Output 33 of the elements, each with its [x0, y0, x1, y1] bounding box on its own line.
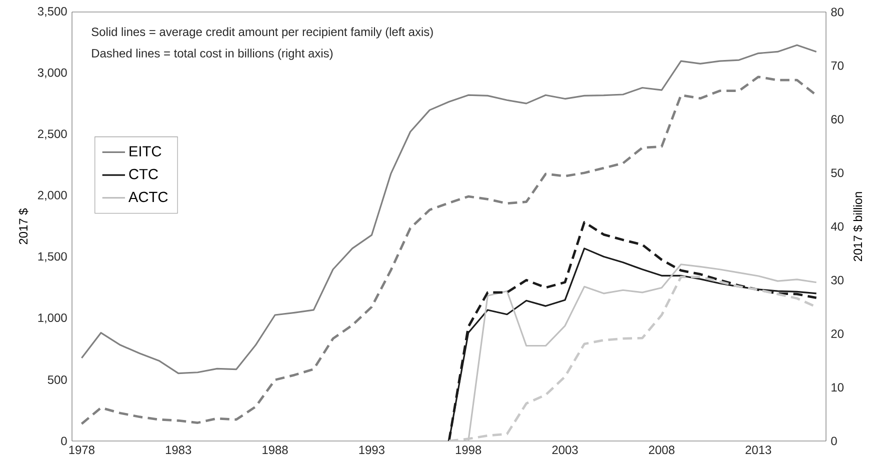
y2-tick-label: 70: [831, 61, 844, 70]
legend-label: EITC: [130, 146, 162, 156]
x-tick-label: 1988: [262, 446, 288, 454]
y2-tick-label: 20: [831, 330, 844, 338]
y-tick-label: 2,000: [38, 190, 67, 201]
annotation: Solid lines = average credit amount per recipient family (left axis): [92, 27, 433, 38]
x-tick-label: 1983: [166, 446, 192, 454]
x-tick-label: 2013: [746, 446, 772, 454]
line-series: [80, 44, 818, 374]
y2-tick-label: 80: [831, 8, 844, 16]
y2-tick-label: 40: [830, 222, 844, 231]
x-tick-label: 2008: [648, 446, 674, 454]
y2-tick-label: 60: [831, 115, 844, 124]
x-tick-label: 1993: [359, 446, 384, 454]
y2-tick-label: 10: [832, 383, 844, 392]
y2-tick-label: 30: [831, 276, 844, 284]
y-tick-label: 1,500: [38, 252, 67, 262]
legend-label: CTC: [129, 168, 158, 180]
y-tick-label: 500: [48, 375, 67, 384]
y-tick-label: 3,500: [38, 7, 67, 17]
y-tick-label: 2,500: [38, 130, 67, 140]
y2-tick-label: 50: [831, 168, 844, 178]
y-tick-label: 0: [61, 436, 67, 446]
y-tick-label: 1,000: [38, 313, 67, 324]
y2-axis-title: 2017 $ billion: [853, 192, 863, 262]
annotation: Dashed lines = total cost in billions (right axis): [92, 48, 333, 60]
y2-tick-label: 0: [831, 436, 837, 446]
x-tick-label: 1978: [69, 446, 94, 454]
y-axis-title: 2017 $: [18, 208, 28, 244]
y-tick-label: 3,000: [38, 68, 67, 78]
x-tick-label: 1998: [456, 446, 482, 454]
x-tick-label: 2003: [552, 446, 578, 454]
legend-label: ACTC: [128, 192, 168, 202]
